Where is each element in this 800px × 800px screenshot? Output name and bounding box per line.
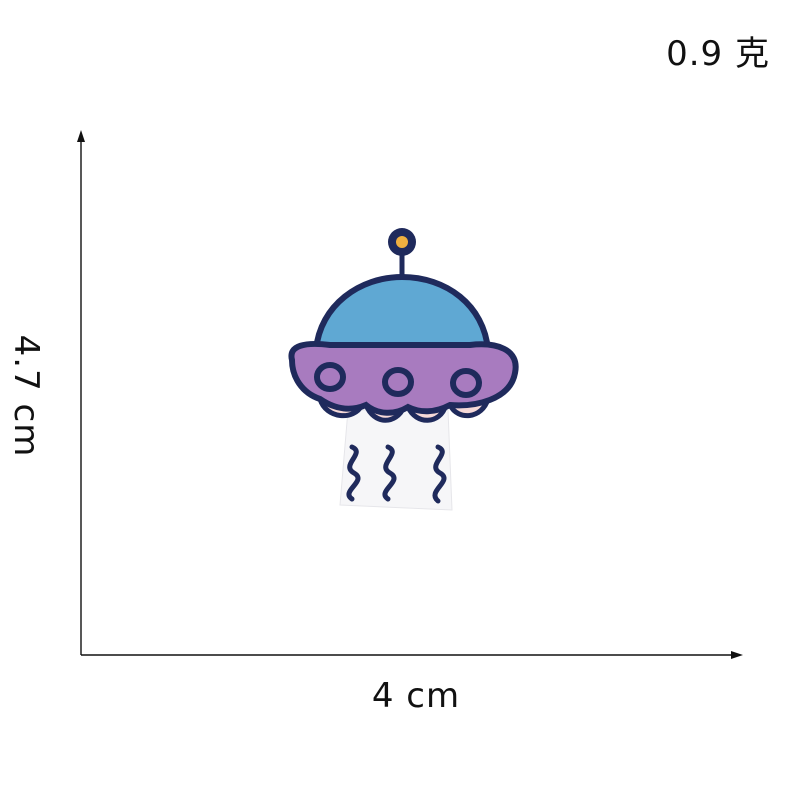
ufo-patch-icon	[288, 228, 519, 511]
antenna-light	[396, 236, 408, 248]
beam-wave-left	[346, 444, 361, 502]
dome	[312, 273, 492, 353]
height-label: 4.7 cm	[6, 334, 46, 458]
weight-label: 0.9 克	[666, 34, 770, 74]
beam-wave-middle	[382, 444, 397, 502]
porthole-middle	[382, 367, 414, 397]
beam-wave-right	[432, 444, 447, 504]
horizontal-arrowhead-icon	[731, 651, 743, 659]
width-label: 4 cm	[371, 676, 461, 716]
porthole-right	[450, 368, 482, 398]
porthole-left	[314, 362, 346, 392]
vertical-arrowhead-icon	[77, 130, 85, 142]
